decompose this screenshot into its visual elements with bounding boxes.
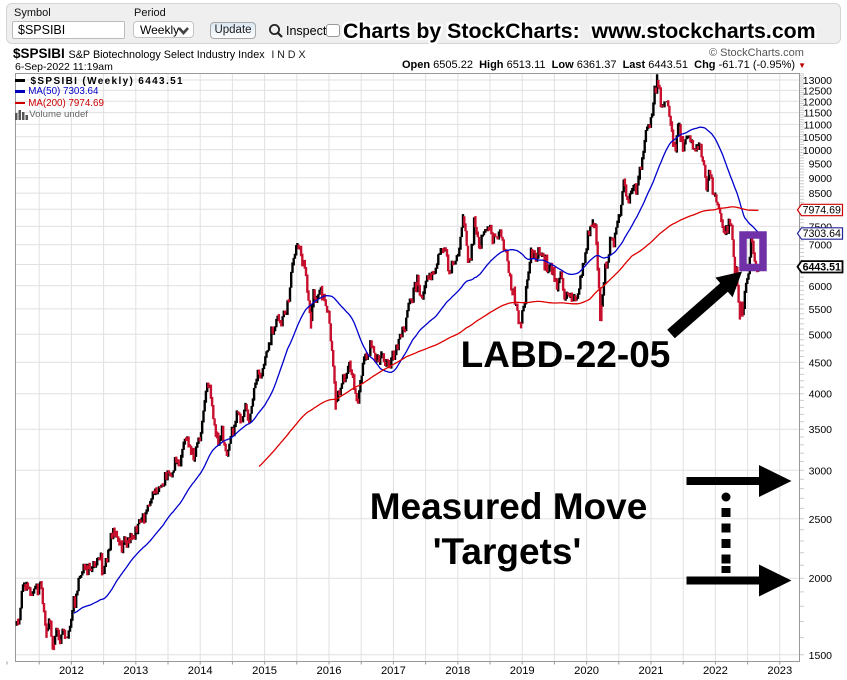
- svg-text:2020: 2020: [574, 665, 599, 677]
- svg-text:2017: 2017: [381, 665, 406, 677]
- svg-text:7303.64: 7303.64: [803, 228, 841, 240]
- svg-text:2500: 2500: [809, 514, 833, 526]
- svg-text:4500: 4500: [809, 357, 833, 369]
- svg-text:6000: 6000: [809, 281, 833, 293]
- svg-text:2016: 2016: [317, 665, 342, 677]
- svg-text:2015: 2015: [252, 665, 277, 677]
- svg-text:'Targets': 'Targets': [433, 531, 582, 572]
- svg-text:3000: 3000: [809, 465, 833, 477]
- svg-text:7974.69: 7974.69: [803, 205, 841, 217]
- svg-text:2022: 2022: [703, 665, 728, 677]
- svg-text:11000: 11000: [804, 119, 833, 131]
- svg-text:Measured Move: Measured Move: [370, 486, 648, 527]
- svg-text:13000: 13000: [803, 75, 832, 87]
- svg-text:10500: 10500: [803, 132, 832, 144]
- svg-text:2014: 2014: [188, 665, 213, 677]
- svg-text:12000: 12000: [803, 96, 832, 108]
- svg-text:7000: 7000: [809, 240, 833, 252]
- svg-text:12500: 12500: [803, 85, 832, 97]
- svg-text:2021: 2021: [639, 665, 664, 677]
- svg-text:2012: 2012: [59, 665, 84, 677]
- svg-text:1500: 1500: [809, 650, 833, 662]
- svg-text:2019: 2019: [510, 665, 535, 677]
- svg-text:2018: 2018: [445, 665, 470, 677]
- svg-text:8500: 8500: [809, 188, 833, 200]
- svg-text:5000: 5000: [809, 329, 833, 341]
- svg-text:4000: 4000: [809, 389, 833, 401]
- svg-text:9000: 9000: [809, 173, 833, 185]
- svg-text:5500: 5500: [809, 304, 833, 316]
- svg-text:3500: 3500: [809, 424, 833, 436]
- svg-text:9500: 9500: [809, 159, 833, 171]
- svg-text:11500: 11500: [804, 108, 833, 120]
- svg-text:LABD-22-05: LABD-22-05: [461, 334, 671, 375]
- svg-text:2000: 2000: [809, 573, 833, 585]
- svg-text:2013: 2013: [123, 665, 148, 677]
- svg-text:2023: 2023: [767, 665, 792, 677]
- svg-text:10000: 10000: [803, 145, 832, 157]
- svg-text:6443.51: 6443.51: [803, 262, 841, 274]
